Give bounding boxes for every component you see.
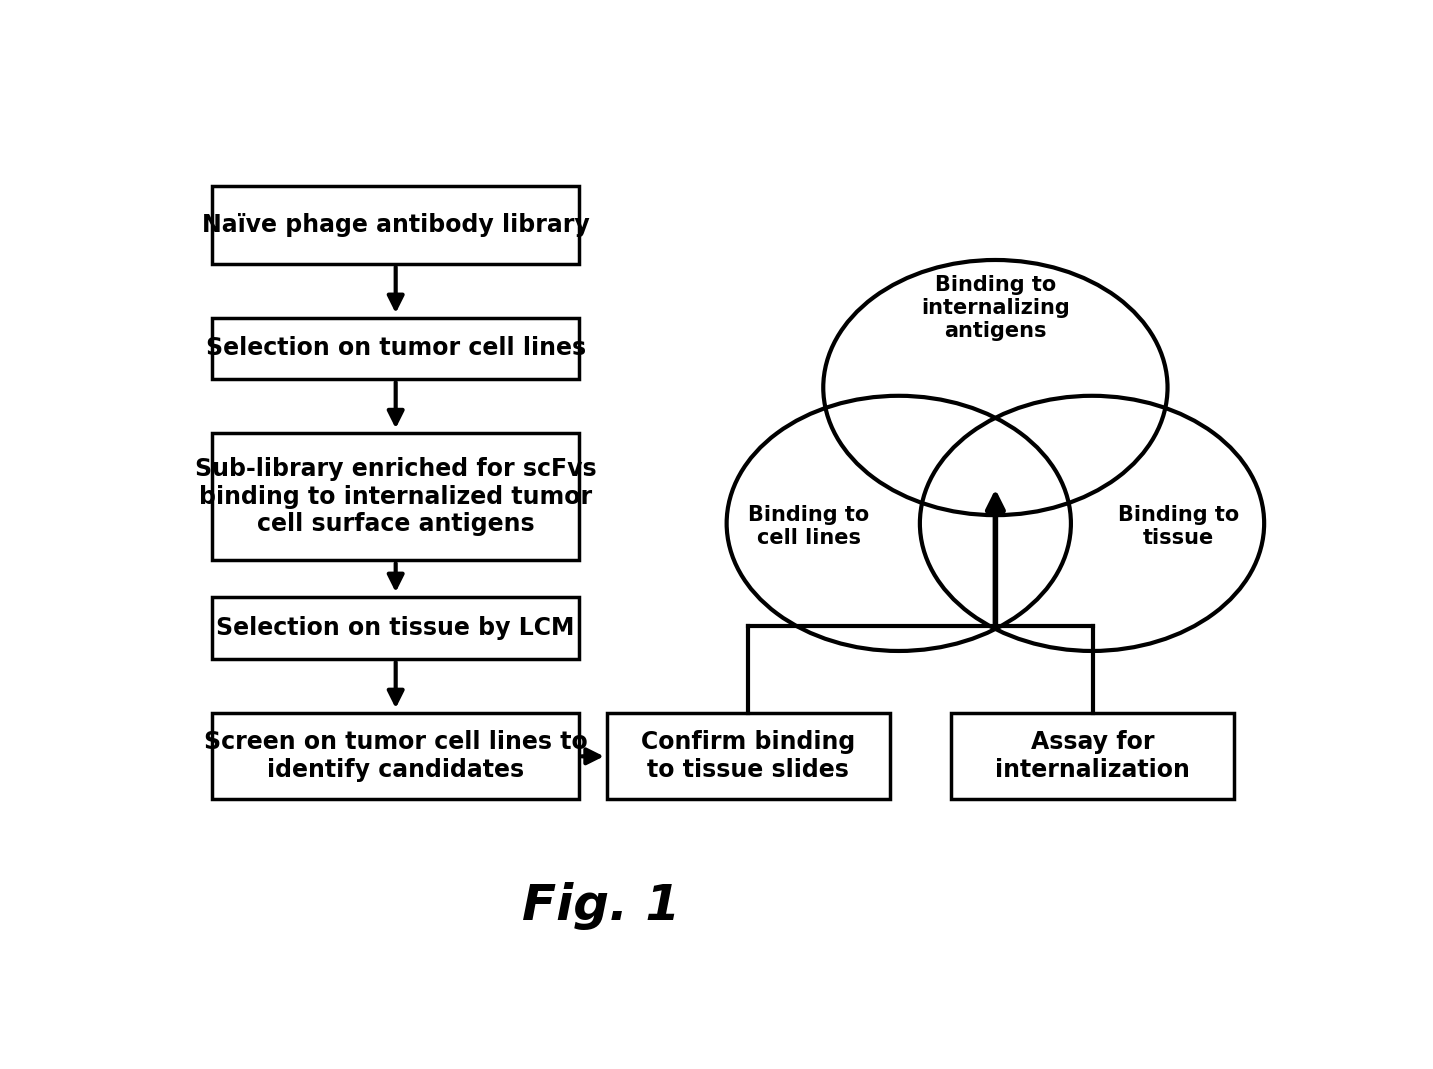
FancyBboxPatch shape (212, 433, 579, 560)
Text: Naïve phage antibody library: Naïve phage antibody library (202, 213, 589, 237)
Text: Selection on tissue by LCM: Selection on tissue by LCM (216, 617, 575, 640)
FancyBboxPatch shape (606, 713, 890, 800)
FancyBboxPatch shape (212, 598, 579, 660)
FancyBboxPatch shape (212, 713, 579, 800)
Text: Binding to
cell lines: Binding to cell lines (748, 505, 870, 548)
Text: Screen on tumor cell lines to
identify candidates: Screen on tumor cell lines to identify c… (203, 730, 588, 781)
Text: Selection on tumor cell lines: Selection on tumor cell lines (205, 337, 586, 360)
FancyBboxPatch shape (952, 713, 1234, 800)
Text: Fig. 1: Fig. 1 (522, 882, 681, 930)
FancyBboxPatch shape (212, 186, 579, 264)
Text: Sub-library enriched for scFvs
binding to internalized tumor
cell surface antige: Sub-library enriched for scFvs binding t… (195, 456, 596, 537)
FancyBboxPatch shape (212, 317, 579, 379)
Text: Confirm binding
to tissue slides: Confirm binding to tissue slides (641, 730, 856, 781)
Text: Binding to
tissue: Binding to tissue (1118, 505, 1240, 548)
Text: Binding to
internalizing
antigens: Binding to internalizing antigens (921, 275, 1070, 341)
Text: Assay for
internalization: Assay for internalization (995, 730, 1189, 781)
